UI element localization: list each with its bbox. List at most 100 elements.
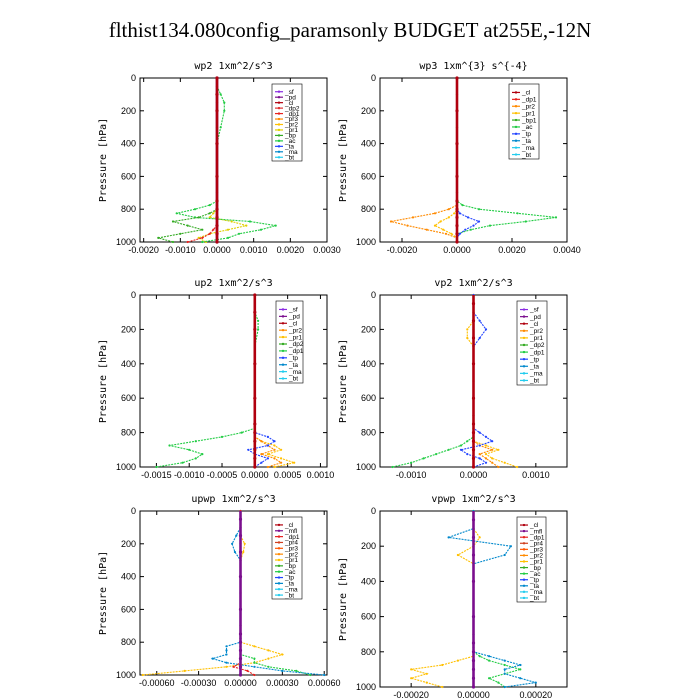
- data-point: [253, 448, 257, 452]
- legend-label: _tp: [284, 575, 294, 582]
- data-point: [215, 109, 219, 113]
- data-point: [266, 453, 269, 456]
- data-point: [188, 448, 191, 451]
- data-point: [238, 648, 243, 653]
- data-point: [534, 681, 537, 684]
- legend-label: _dp1: [284, 534, 300, 541]
- data-point: [197, 216, 200, 219]
- data-point: [435, 453, 438, 456]
- data-point: [471, 579, 476, 584]
- data-point: [447, 216, 450, 219]
- data-point: [183, 669, 186, 673]
- legend-marker: [514, 139, 518, 142]
- legend-label: _cl: [284, 100, 294, 107]
- x-tick-label: 0.00000: [224, 678, 257, 688]
- data-point: [215, 199, 219, 203]
- data-point: [455, 174, 459, 178]
- legend-marker: [514, 91, 518, 94]
- x-tick-label: -0.00020: [393, 690, 429, 700]
- data-point: [253, 665, 256, 668]
- legend-label: _bt: [521, 152, 531, 159]
- data-point: [274, 224, 277, 227]
- data-point: [253, 396, 257, 400]
- y-tick-label: 800: [361, 428, 376, 438]
- x-tick-label: -0.0010: [174, 470, 205, 480]
- data-point: [410, 677, 413, 680]
- data-point: [488, 659, 491, 662]
- legend-marker: [514, 111, 518, 115]
- data-point: [243, 542, 246, 545]
- x-tick-label: 0.0030: [313, 245, 341, 255]
- data-point: [491, 440, 494, 443]
- legend-marker: [281, 335, 285, 339]
- data-point: [253, 327, 257, 331]
- data-point: [247, 448, 250, 451]
- data-point: [225, 645, 228, 648]
- data-point: [509, 545, 512, 548]
- chart-panel: upwp 1xm^2/s^3 Pressure [hPa] 0 200 400 600 80…: [98, 494, 340, 688]
- data-point: [491, 461, 494, 464]
- data-point: [168, 444, 171, 447]
- legend-marker: [277, 529, 281, 532]
- legend-label: _bp: [284, 563, 296, 570]
- y-tick-label: 800: [361, 204, 376, 214]
- data-point: [391, 465, 394, 469]
- data-point: [469, 228, 472, 231]
- data-point: [141, 673, 144, 677]
- data-point: [471, 422, 476, 426]
- data-point: [425, 681, 428, 684]
- data-point: [453, 212, 456, 215]
- data-point: [235, 534, 238, 537]
- data-point: [219, 93, 222, 96]
- data-point: [233, 550, 236, 554]
- chart-panel: vpwp 1xm^2/s^3 Pressure [hPa] 0 200 400 600 80…: [338, 494, 568, 700]
- data-point: [157, 236, 160, 239]
- data-point: [491, 448, 494, 451]
- legend-label: _bt: [529, 378, 539, 385]
- series-line: [456, 78, 557, 242]
- data-point: [484, 453, 488, 456]
- data-point: [223, 109, 226, 112]
- x-tick-label: -0.00060: [139, 678, 175, 688]
- legend-label: _pr3: [529, 547, 543, 554]
- data-point: [246, 669, 249, 673]
- data-point: [220, 435, 224, 438]
- data-point: [242, 550, 245, 554]
- x-tick-label: 0.00000: [457, 690, 490, 700]
- data-point: [389, 220, 393, 223]
- legend-marker: [281, 322, 285, 325]
- legend-marker: [522, 343, 526, 347]
- legend-marker: [281, 356, 285, 360]
- data-point: [281, 653, 284, 656]
- legend-marker: [522, 357, 526, 361]
- series-line: [409, 511, 481, 688]
- y-tick-label: 400: [361, 139, 376, 149]
- x-tick-label: 0.0010: [307, 470, 335, 480]
- data-point: [455, 232, 459, 236]
- data-point: [211, 657, 214, 660]
- data-point: [471, 650, 476, 654]
- data-point: [503, 672, 506, 675]
- chart-panel: wp2 1xm^2/s^3 Pressure [hPa] 0 200 400 600 800…: [98, 61, 341, 255]
- data-point: [260, 461, 263, 464]
- legend-label: _cl: [284, 522, 294, 529]
- legend-label: _pd: [284, 94, 296, 101]
- data-point: [253, 661, 256, 664]
- data-point: [459, 448, 463, 451]
- legend-label: _pr1: [529, 559, 543, 566]
- legend-label: _ma: [529, 371, 543, 378]
- x-tick-label: 0.0005: [274, 470, 302, 480]
- legend-label: _bt: [288, 376, 298, 383]
- data-point: [281, 669, 284, 673]
- y-tick-label: 1000: [356, 462, 376, 472]
- data-point: [238, 607, 243, 612]
- series-line: [390, 78, 458, 242]
- data-point: [433, 224, 437, 227]
- legend-marker: [277, 535, 281, 538]
- plot-frame: [379, 77, 568, 243]
- legend-label: _ta: [284, 581, 294, 588]
- legend-marker: [277, 145, 281, 148]
- legend-label: _cl: [521, 90, 531, 97]
- data-point: [260, 440, 263, 443]
- data-point: [456, 659, 459, 662]
